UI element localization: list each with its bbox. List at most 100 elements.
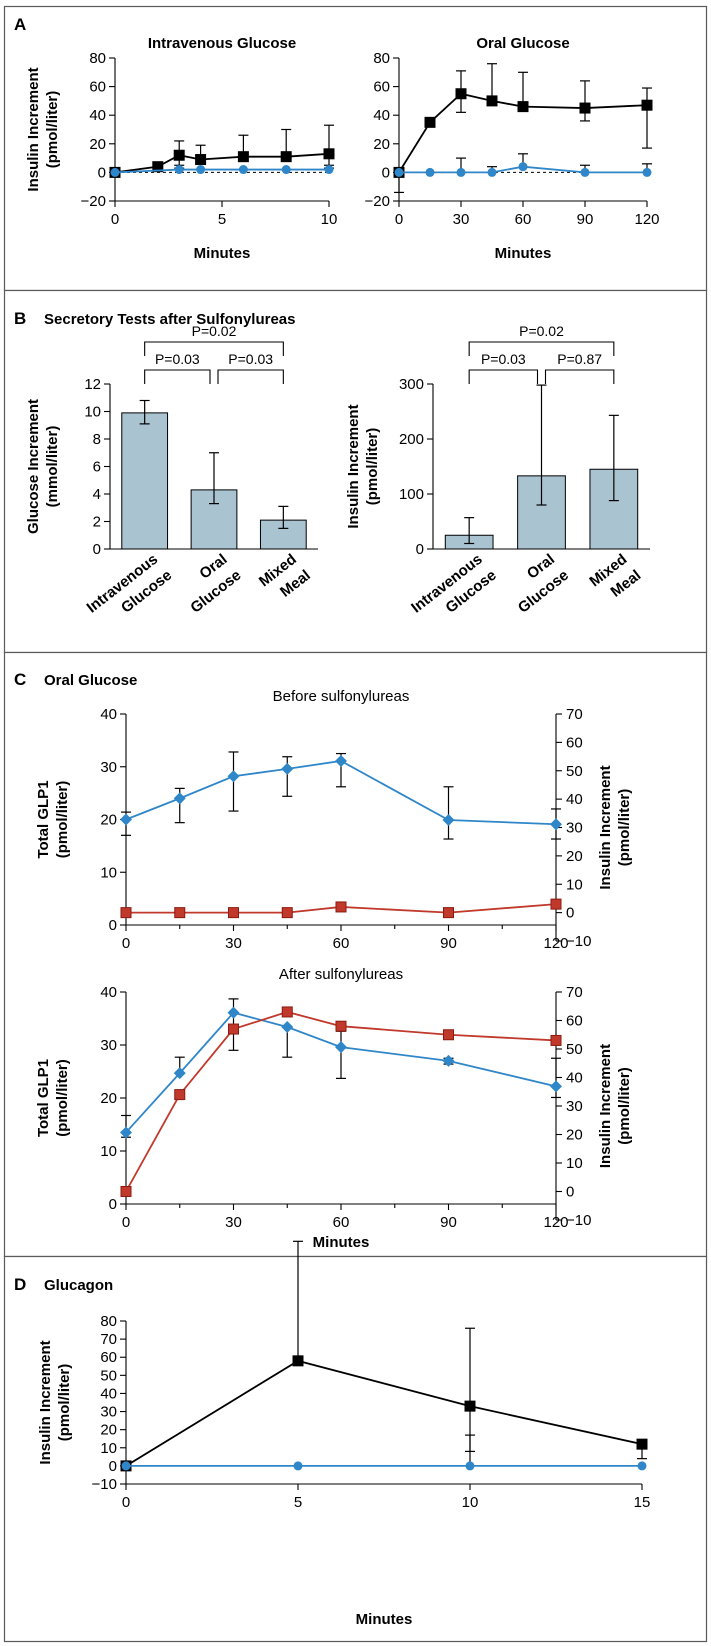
data-point xyxy=(486,95,498,107)
y2-axis-label-unit: (pmol/liter) xyxy=(616,1067,633,1145)
y-tick-label: 0 xyxy=(109,917,117,934)
y-tick-label: 6 xyxy=(93,459,101,476)
y2-tick-label: 10 xyxy=(566,1155,583,1172)
x-tick-label: 30 xyxy=(225,935,242,952)
data-point xyxy=(196,165,206,175)
y-tick-label: 40 xyxy=(373,107,390,124)
series-0 xyxy=(393,63,653,194)
panel-d-title: Glucagon xyxy=(44,1277,113,1294)
data-point xyxy=(579,102,591,114)
y-tick-label: 80 xyxy=(100,1313,117,1330)
data-point xyxy=(636,1438,648,1450)
data-point xyxy=(281,907,293,919)
data-point xyxy=(456,167,466,177)
y-tick-label: 200 xyxy=(399,431,424,448)
y-axis-label: Insulin Increment xyxy=(25,67,42,191)
y-tick-label: 10 xyxy=(100,1143,117,1160)
y-axis-label-unit: (pmol/liter) xyxy=(364,428,381,506)
comparison-bracket xyxy=(544,369,615,384)
y2-tick-label: 40 xyxy=(566,791,583,808)
x-axis-label: Minutes xyxy=(356,1611,413,1628)
data-point xyxy=(195,154,207,166)
data-point xyxy=(227,770,240,783)
comparison-bracket xyxy=(468,341,615,356)
x-axis-label: Minutes xyxy=(313,1234,370,1251)
data-point xyxy=(517,101,529,113)
data-point xyxy=(465,1461,475,1471)
y-tick-label: 70 xyxy=(100,1331,117,1348)
y-tick-label: −20 xyxy=(365,193,390,210)
x-axis-label: Minutes xyxy=(194,245,251,262)
series-0 xyxy=(120,998,562,1139)
y2-axis-label-unit: (pmol/liter) xyxy=(616,789,633,867)
y-tick-label: 0 xyxy=(109,1458,117,1475)
y-tick-label: 60 xyxy=(373,79,390,96)
chart-C-after: 0 10 20 30 40 0 30 60 90 120−10 0 10 20 30 40 50 60 70 Ins… xyxy=(35,966,633,1251)
y-tick-label: 8 xyxy=(93,431,101,448)
data-point xyxy=(281,1020,294,1033)
y2-tick-label: 0 xyxy=(566,905,574,922)
data-point xyxy=(518,162,528,172)
x-tick-label: 15 xyxy=(634,1494,651,1511)
y-axis-label: Total GLP1 xyxy=(35,780,52,858)
y-tick-label: 20 xyxy=(100,1090,117,1107)
y2-tick-label: 40 xyxy=(566,1070,583,1087)
x-tick-label: 0 xyxy=(122,1214,130,1231)
data-point xyxy=(173,149,185,161)
y-tick-label: 60 xyxy=(89,79,106,96)
y-tick-label: 4 xyxy=(93,486,101,503)
y-tick-label: 12 xyxy=(84,376,101,393)
y2-tick-label: 10 xyxy=(566,876,583,893)
y2-tick-label: 60 xyxy=(566,734,583,751)
y-axis-label-unit: (pmol/liter) xyxy=(54,1059,71,1137)
x-tick-label: 0 xyxy=(395,211,403,228)
y-tick-label: 40 xyxy=(100,984,117,1001)
data-point xyxy=(120,1186,132,1197)
data-point xyxy=(550,1034,562,1046)
p-value-label: P=0.03 xyxy=(481,351,526,367)
data-point xyxy=(120,813,132,826)
y-tick-label: 50 xyxy=(100,1367,117,1384)
y-tick-label: 20 xyxy=(100,812,117,829)
y2-tick-label: 50 xyxy=(566,1041,583,1058)
data-point xyxy=(280,151,292,163)
series-line xyxy=(125,1359,643,1467)
data-point xyxy=(174,1089,186,1101)
data-point xyxy=(281,1006,293,1018)
x-tick-label: 120 xyxy=(634,211,659,228)
y-tick-label: 2 xyxy=(93,514,101,531)
data-point xyxy=(281,165,291,175)
data-point xyxy=(110,167,120,177)
bar xyxy=(121,412,169,550)
data-point xyxy=(335,901,347,913)
bar xyxy=(190,489,238,550)
y-tick-label: 40 xyxy=(100,706,117,723)
series-line xyxy=(114,168,329,174)
data-point xyxy=(550,818,562,831)
y2-tick-label: 60 xyxy=(566,1013,583,1030)
panel-a-label: A xyxy=(14,15,26,34)
data-point xyxy=(442,814,455,827)
x-tick-label: 5 xyxy=(294,1494,302,1511)
y-tick-label: 100 xyxy=(399,486,424,503)
y-tick-label: 300 xyxy=(399,376,424,393)
panel-c-frame xyxy=(3,651,708,1258)
x-tick-label: 0 xyxy=(122,935,130,952)
panel-a-frame xyxy=(3,5,708,292)
data-point xyxy=(335,754,347,767)
y-tick-label: 0 xyxy=(93,541,101,558)
y2-tick-label: 20 xyxy=(566,848,583,865)
y2-tick-label: 50 xyxy=(566,763,583,780)
data-point xyxy=(323,148,335,160)
y-tick-label: −10 xyxy=(92,1476,117,1493)
y-tick-label: 0 xyxy=(382,164,390,181)
data-point xyxy=(443,1029,454,1041)
chart-A-oral: −20 0 20 40 60 80 0 30 60 90 120 Oral Glucose Minute… xyxy=(365,35,660,262)
data-point xyxy=(637,1461,647,1471)
y2-tick-label: 30 xyxy=(566,1098,583,1115)
data-point xyxy=(121,1461,131,1471)
data-point xyxy=(238,165,248,175)
data-point xyxy=(641,99,653,111)
